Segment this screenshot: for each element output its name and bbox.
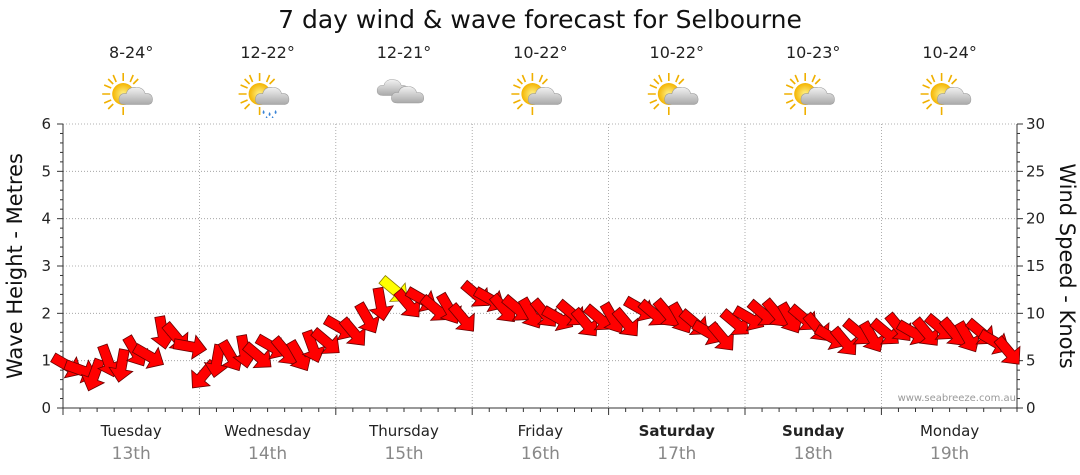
day-name-label: Wednesday [224,422,311,440]
y-left-tick-label: 4 [41,210,51,228]
chart-title: 7 day wind & wave forecast for Selbourne [278,5,802,34]
day-date-label: 14th [248,444,287,464]
y-left-tick-label: 6 [41,115,51,133]
y-left-tick-label: 1 [41,352,51,370]
day-weather: 10-23° [783,43,841,116]
y-right-tick-label: 20 [1026,210,1045,228]
wind-arrow [80,357,106,392]
temperature-range: 12-21° [377,43,432,62]
wind-arrow [108,348,134,383]
wind-arrow [393,287,421,318]
partly-cloudy-sun-icon [510,72,562,116]
day-date-label: 17th [657,444,696,464]
wind-arrow [911,316,939,346]
day-name-label: Friday [518,422,564,440]
wind-arrow [131,343,165,369]
partly-cloudy-sun-icon [783,72,835,116]
day-name-label: Tuesday [100,422,162,440]
partly-cloudy-sun-icon [919,72,972,116]
cloudy-icon [376,79,424,104]
y-axis-right-title: Wind Speed - Knots [1055,163,1079,368]
wind-arrow [241,341,272,369]
wind-arrow [954,320,981,353]
day-name-label: Sunday [782,422,845,440]
credit-text: www.seabreeze.com.au [898,393,1016,404]
wind-arrow [829,325,857,356]
y-left-tick-label: 5 [41,162,51,180]
axes: 0 1 2 3 4 5 6 0 5 10 15 20 25 30 [41,115,1045,417]
y-left-tick-label: 3 [41,257,51,275]
y-right-tick-label: 5 [1026,352,1036,370]
temperature-range: 10-23° [786,43,841,62]
day-name-label: Saturday [639,422,716,440]
y-axis-left-title: Wave Height - Metres [3,153,27,379]
day-weather: 8-24° [101,43,153,116]
wind-arrow [611,306,639,337]
partly-cloudy-sun-icon [646,72,699,116]
y-right-tick-label: 15 [1026,257,1045,275]
day-date-label: 15th [384,444,423,464]
day-date-label: 18th [794,444,833,464]
weather-header: 8-24° 12-22° 12-21° 10-22° 10-22° 10-23° 10-24… [101,43,977,118]
wind-arrow [368,286,395,322]
wind-arrow [310,327,340,354]
temperature-range: 10-22° [513,43,568,62]
wind-arrow [172,334,208,360]
wind-arrows [50,275,1021,392]
wind-arrow [719,308,749,336]
temperature-range: 10-22° [650,43,705,62]
wind-arrow [707,320,734,351]
day-date-label: 16th [521,444,560,464]
wind-arrow [354,301,381,334]
day-weather: 12-21° [376,43,432,104]
day-name-label: Monday [920,422,979,440]
partly-cloudy-sun-icon [101,72,153,116]
y-right-tick-label: 10 [1026,304,1045,322]
wind-arrow [301,329,326,364]
y-right-tick-label: 25 [1026,162,1045,180]
wind-arrow [993,335,1021,365]
temperature-range: 10-24° [922,43,977,62]
y-left-tick-label: 2 [41,304,51,322]
x-axis-labels: Tuesday 13th Wednesday 14th Thursday 15th Frid… [100,422,980,464]
day-name-label: Thursday [368,422,439,440]
y-left-tick-label: 0 [41,399,51,417]
wind-arrow [447,302,475,332]
grid-lines [63,123,1017,408]
sun-cloud-rain-icon [237,72,290,118]
wind-arrow [541,305,574,332]
wind-arrow [869,317,899,345]
wind-arrow [570,306,598,337]
day-weather: 12-22° [237,43,295,118]
temperature-range: 8-24° [109,43,153,62]
day-weather: 10-24° [919,43,977,116]
wind-arrow [732,305,765,332]
day-date-label: 19th [930,444,969,464]
temperature-range: 12-22° [240,43,295,62]
y-right-tick-label: 0 [1026,399,1036,417]
day-weather: 10-22° [646,43,705,116]
y-right-tick-label: 30 [1026,115,1045,133]
wind-arrow [858,320,885,353]
day-weather: 10-22° [510,43,568,116]
day-date-label: 13th [112,444,151,464]
wind-arrow [338,316,366,346]
